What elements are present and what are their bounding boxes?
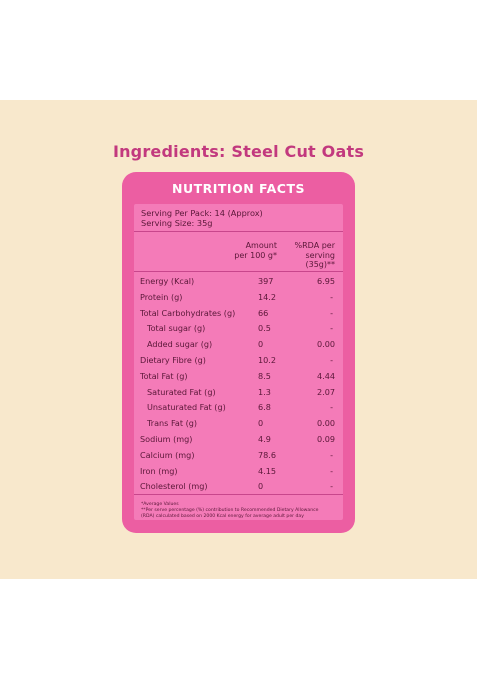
nutrient-name: Total Fat (g): [140, 370, 188, 381]
nutrition-row: Total Carbohydrates (g) 66 -: [122, 308, 355, 324]
footnote-rda-basis: (RDA) calculated based on 2000 Kcal ener…: [141, 514, 304, 519]
nutrient-amount: 66: [258, 307, 269, 318]
nutrient-name: Total sugar (g): [147, 323, 206, 334]
nutrient-name: Added sugar (g): [147, 339, 213, 350]
divider-header: [134, 271, 343, 272]
nutrient-name: Protein (g): [140, 291, 183, 302]
nutrient-amount: 0: [258, 418, 264, 429]
nutrient-name: Total Carbohydrates (g): [140, 307, 236, 318]
nutrition-row: Sodium (mg) 4.9 0.09: [122, 434, 355, 450]
nutrient-amount: 1.3: [258, 386, 271, 397]
divider-bottom: [134, 494, 343, 495]
nutrient-amount: 4.9: [258, 434, 271, 444]
column-header-rda: %RDA per serving (35g)**: [295, 241, 335, 270]
nutrient-amount: 4.15: [258, 465, 277, 476]
nutrient-rda: -: [330, 449, 333, 460]
nutrition-row: Energy (Kcal) 397 6.95: [122, 276, 355, 292]
nutrient-amount: 0.5: [258, 323, 271, 334]
divider-top: [134, 231, 343, 232]
nutrient-rda: -: [330, 323, 333, 334]
column-header-rda-line1: %RDA per: [294, 241, 335, 250]
nutrition-row: Unsaturated Fat (g) 6.8 -: [122, 402, 355, 418]
footnote-rda: **Per serve percentage (%) contribution …: [141, 508, 319, 513]
serving-per-pack: Serving Per Pack: 14 (Approx): [141, 208, 263, 218]
nutrient-amount: 6.8: [258, 402, 271, 413]
footnote-average: *Average Values: [141, 502, 179, 507]
nutrient-rda: 6.95: [316, 276, 335, 286]
nutrition-row: Total sugar (g) 0.5 -: [122, 323, 355, 339]
nutrition-row: Protein (g) 14.2 -: [122, 292, 355, 308]
nutrient-amount: 78.6: [258, 449, 277, 460]
nutrient-rda: 0.00: [316, 418, 335, 429]
nutrient-name: Unsaturated Fat (g): [147, 402, 226, 413]
nutrient-amount: 0: [258, 481, 264, 492]
nutrient-rda: -: [330, 402, 333, 413]
nutrient-rda: -: [330, 291, 333, 302]
nutrient-rda: -: [330, 465, 333, 476]
nutrient-amount: 397: [258, 276, 274, 286]
nutrient-amount: 0: [258, 339, 264, 350]
column-header-amount: Amount per 100 g*: [234, 241, 277, 260]
serving-size: Serving Size: 35g: [141, 218, 213, 228]
nutrient-rda: 4.44: [316, 370, 335, 381]
nutrition-row: Iron (mg) 4.15 -: [122, 466, 355, 482]
nutrient-amount: 10.2: [258, 355, 277, 365]
nutrition-row: Cholesterol (mg) 0 -: [122, 481, 355, 497]
nutrient-name: Trans Fat (g): [147, 418, 198, 429]
nutrition-row: Total Fat (g) 8.5 4.44: [122, 371, 355, 387]
nutrient-name: Energy (Kcal): [140, 276, 195, 286]
column-header-amount-line2: per 100 g*: [234, 250, 277, 260]
nutrient-rda: 0.09: [316, 434, 335, 444]
column-header-amount-line1: Amount: [245, 241, 277, 250]
nutrient-name: Iron (mg): [140, 465, 178, 476]
footnotes: *Average Values **Per serve percentage (…: [141, 502, 341, 520]
column-header-rda-line3: (35g)**: [305, 260, 336, 269]
nutrient-name: Calcium (mg): [140, 449, 195, 460]
nutrient-amount: 8.5: [258, 370, 271, 381]
nutrition-row: Trans Fat (g) 0 0.00: [122, 418, 355, 434]
nutrient-rda: 2.07: [316, 386, 335, 397]
serving-info: Serving Per Pack: 14 (Approx) Serving Si…: [141, 208, 263, 228]
page-title: Ingredients: Steel Cut Oats: [112, 142, 365, 161]
nutrition-row: Added sugar (g) 0 0.00: [122, 339, 355, 355]
nutrition-row: Calcium (mg) 78.6 -: [122, 450, 355, 466]
nutrient-name: Sodium (mg): [140, 434, 193, 444]
nutrient-name: Saturated Fat (g): [147, 386, 216, 397]
nutrition-row: Dietary Fibre (g) 10.2 -: [122, 355, 355, 371]
nutrition-facts-card: NUTRITION FACTS Serving Per Pack: 14 (Ap…: [122, 172, 355, 533]
nutrient-rda: -: [330, 355, 333, 365]
nutrient-rda: -: [330, 307, 333, 318]
nutrition-table-panel: [134, 204, 343, 520]
nutrient-name: Cholesterol (mg): [140, 481, 208, 492]
nutrient-rda: -: [330, 481, 333, 492]
nutrition-facts-heading: NUTRITION FACTS: [171, 181, 305, 196]
nutrient-amount: 14.2: [258, 291, 277, 302]
nutrient-rda: 0.00: [316, 339, 335, 350]
column-header-rda-line2: serving: [305, 250, 335, 260]
nutrient-name: Dietary Fibre (g): [140, 355, 206, 365]
nutrition-row: Saturated Fat (g) 1.3 2.07: [122, 387, 355, 403]
